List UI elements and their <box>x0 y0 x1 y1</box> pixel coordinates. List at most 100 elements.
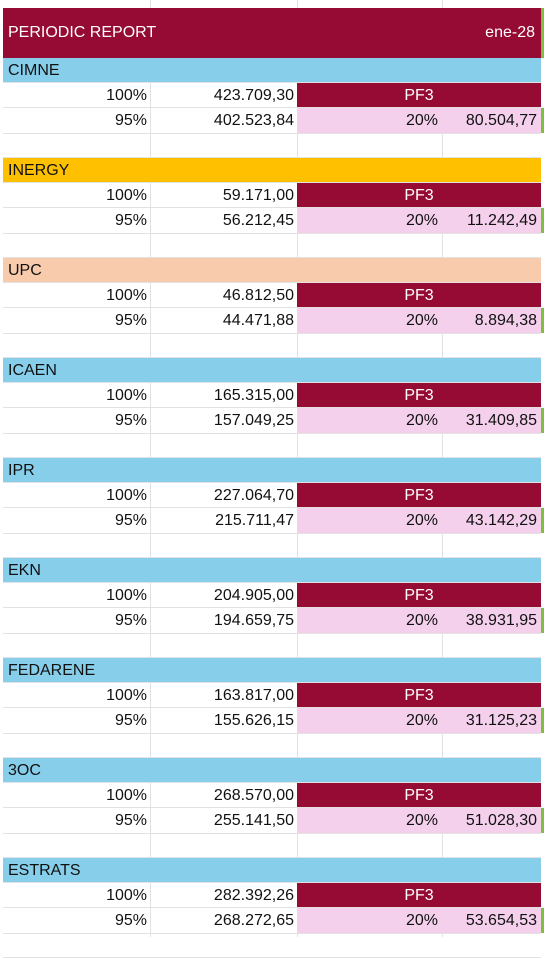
pf-label-cell[interactable]: PF3 <box>297 783 541 808</box>
amount-95-cell[interactable]: 255.141,50 <box>213 812 294 829</box>
total-amount-cell[interactable]: 423.709,30 <box>213 87 294 104</box>
percent-full-cell[interactable]: 100% <box>106 87 147 104</box>
column-edge-marker <box>541 508 544 533</box>
share-row: 95% 268.272,65 20% 53.654,53 <box>3 908 541 933</box>
row-gridline <box>3 757 541 758</box>
percent-95-cell[interactable]: 95% <box>114 712 147 729</box>
total-amount-cell[interactable]: 165.315,00 <box>213 387 294 404</box>
percent-full-cell[interactable]: 100% <box>106 287 147 304</box>
percent-95-cell[interactable]: 95% <box>114 412 147 429</box>
share-amount-cell[interactable]: 38.931,95 <box>442 608 541 633</box>
percent-full-cell[interactable]: 100% <box>106 787 147 804</box>
pf-label-cell[interactable]: PF3 <box>297 483 541 508</box>
total-amount-cell[interactable]: 204.905,00 <box>213 587 294 604</box>
percent-full-cell[interactable]: 100% <box>106 487 147 504</box>
partner-name-cell[interactable]: 3OC <box>3 758 541 782</box>
total-amount-cell[interactable]: 268.570,00 <box>213 787 294 804</box>
share-amount-cell[interactable]: 43.142,29 <box>442 508 541 533</box>
percent-95-cell[interactable]: 95% <box>114 112 147 129</box>
share-percent-cell[interactable]: 20% <box>297 408 442 433</box>
partner-name-cell[interactable]: EKN <box>3 558 541 582</box>
total-amount-cell[interactable]: 46.812,50 <box>222 287 294 304</box>
partner-block: IPR 100% 227.064,70 PF3 95% 215.711,47 20% 43.1… <box>3 458 541 558</box>
partner-block: UPC 100% 46.812,50 PF3 95% 44.471,88 20% 8.894,… <box>3 258 541 358</box>
total-amount-cell[interactable]: 282.392,26 <box>213 887 294 904</box>
total-amount-cell[interactable]: 59.171,00 <box>222 187 294 204</box>
pf-label-cell[interactable]: PF3 <box>297 683 541 708</box>
share-percent-cell[interactable]: 20% <box>297 508 442 533</box>
total-amount-cell[interactable]: 163.817,00 <box>213 687 294 704</box>
total-row: 100% 227.064,70 PF3 <box>3 483 541 508</box>
pf-label-cell[interactable]: PF3 <box>297 283 541 308</box>
percent-95-cell[interactable]: 95% <box>114 212 147 229</box>
share-percent-cell[interactable]: 20% <box>297 708 442 733</box>
percent-full-cell[interactable]: 100% <box>106 887 147 904</box>
partner-name-cell[interactable]: INERGY <box>3 158 541 182</box>
share-percent-cell[interactable]: 20% <box>297 108 442 133</box>
share-percent-cell[interactable]: 20% <box>297 608 442 633</box>
amount-95-cell[interactable]: 157.049,25 <box>213 412 294 429</box>
share-amount-cell[interactable]: 11.242,49 <box>442 208 541 233</box>
share-amount-cell[interactable]: 31.125,23 <box>442 708 541 733</box>
share-row: 95% 44.471,88 20% 8.894,38 <box>3 308 541 333</box>
percent-95-cell[interactable]: 95% <box>114 512 147 529</box>
share-percent-cell[interactable]: 20% <box>297 208 442 233</box>
share-amount-cell[interactable]: 53.654,53 <box>442 908 541 933</box>
share-amount-cell[interactable]: 31.409,85 <box>442 408 541 433</box>
share-row: 95% 255.141,50 20% 51.028,30 <box>3 808 541 833</box>
report-date[interactable]: ene-28 <box>485 24 535 41</box>
amount-95-cell[interactable]: 215.711,47 <box>215 512 294 529</box>
pf-label-cell[interactable]: PF3 <box>297 583 541 608</box>
report-header[interactable]: PERIODIC REPORT ene-28 <box>3 8 541 58</box>
percent-full-cell[interactable]: 100% <box>106 587 147 604</box>
total-row: 100% 59.171,00 PF3 <box>3 183 541 208</box>
pf-label-cell[interactable]: PF3 <box>297 883 541 908</box>
percent-95-cell[interactable]: 95% <box>114 612 147 629</box>
amount-95-cell[interactable]: 155.626,15 <box>213 712 294 729</box>
row-gridline <box>3 133 541 134</box>
pf-label-cell[interactable]: PF3 <box>297 183 541 208</box>
row-gridline <box>3 857 541 858</box>
report-title[interactable]: PERIODIC REPORT <box>8 24 157 41</box>
share-percent-cell[interactable]: 20% <box>297 908 442 933</box>
total-row: 100% 282.392,26 PF3 <box>3 883 541 908</box>
share-percent-cell[interactable]: 20% <box>297 308 442 333</box>
pf-label-cell[interactable]: PF3 <box>297 383 541 408</box>
row-gridline <box>3 433 541 434</box>
row-gridline <box>3 457 541 458</box>
total-amount-cell[interactable]: 227.064,70 <box>213 487 294 504</box>
share-amount-cell[interactable]: 8.894,38 <box>442 308 541 333</box>
spreadsheet: PERIODIC REPORT ene-28 CIMNE 100% 423.709,… <box>3 0 544 958</box>
row-gridline <box>3 933 541 934</box>
total-row: 100% 46.812,50 PF3 <box>3 283 541 308</box>
share-amount-cell[interactable]: 51.028,30 <box>442 808 541 833</box>
amount-95-cell[interactable]: 268.272,65 <box>213 912 294 929</box>
percent-95-cell[interactable]: 95% <box>114 812 147 829</box>
share-row: 95% 402.523,84 20% 80.504,77 <box>3 108 541 133</box>
share-percent-cell[interactable]: 20% <box>297 808 442 833</box>
amount-95-cell[interactable]: 194.659,75 <box>213 612 294 629</box>
percent-95-cell[interactable]: 95% <box>114 312 147 329</box>
partner-name-cell[interactable]: FEDARENE <box>3 658 541 682</box>
partner-name-cell[interactable]: ICAEN <box>3 358 541 382</box>
partner-name-cell[interactable]: CIMNE <box>3 58 541 82</box>
pf-label-cell[interactable]: PF3 <box>297 83 541 108</box>
amount-95-cell[interactable]: 402.523,84 <box>213 112 294 129</box>
partner-name-cell[interactable]: UPC <box>3 258 541 282</box>
row-gridline <box>3 633 541 634</box>
percent-full-cell[interactable]: 100% <box>106 387 147 404</box>
total-row: 100% 163.817,00 PF3 <box>3 683 541 708</box>
percent-95-cell[interactable]: 95% <box>114 912 147 929</box>
share-row: 95% 157.049,25 20% 31.409,85 <box>3 408 541 433</box>
partner-name-cell[interactable]: IPR <box>3 458 541 482</box>
column-edge-marker <box>541 208 544 233</box>
partner-name-cell[interactable]: ESTRATS <box>3 858 541 882</box>
column-edge-marker <box>541 308 544 333</box>
percent-full-cell[interactable]: 100% <box>106 687 147 704</box>
share-amount-cell[interactable]: 80.504,77 <box>442 108 541 133</box>
amount-95-cell[interactable]: 56.212,45 <box>222 212 294 229</box>
row-gridline <box>3 333 541 334</box>
amount-95-cell[interactable]: 44.471,88 <box>222 312 294 329</box>
percent-full-cell[interactable]: 100% <box>106 187 147 204</box>
partner-block: ICAEN 100% 165.315,00 PF3 95% 157.049,25 20% 31… <box>3 358 541 458</box>
